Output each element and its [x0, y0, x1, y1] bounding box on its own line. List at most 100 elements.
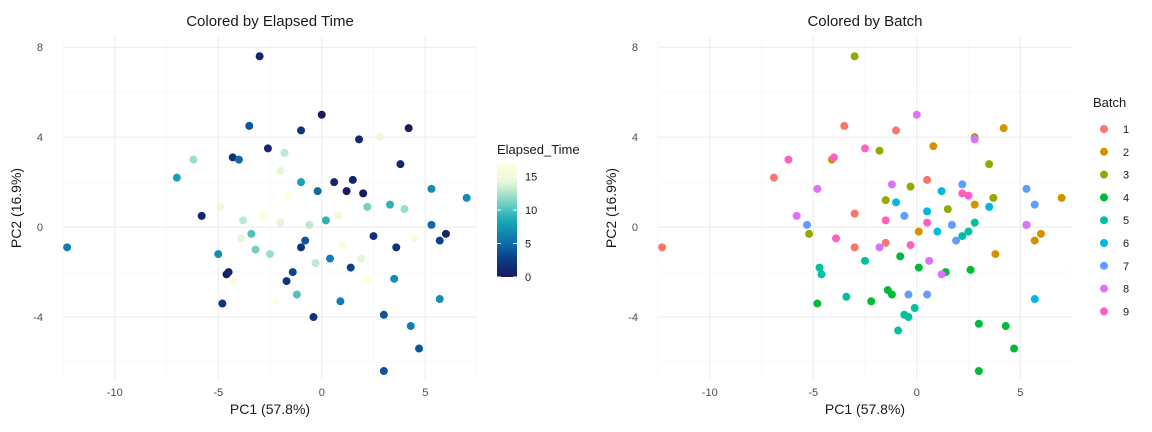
- legend-item: 7: [1100, 261, 1129, 273]
- data-point: [912, 110, 921, 119]
- data-point: [255, 52, 264, 61]
- data-points: [658, 52, 1066, 376]
- data-point: [803, 220, 812, 229]
- y-axis-title: PC2 (16.9%): [8, 168, 24, 248]
- data-point: [887, 180, 896, 189]
- x-tick-label: 5: [1017, 387, 1023, 399]
- data-point: [1022, 184, 1031, 193]
- data-point: [906, 182, 915, 191]
- data-point: [1010, 344, 1019, 353]
- data-point: [840, 121, 849, 130]
- y-tick-label: 4: [37, 132, 43, 144]
- data-point: [359, 189, 368, 198]
- data-point: [1001, 322, 1010, 331]
- legend: Elapsed_Time 0 5 10 15: [497, 142, 580, 284]
- legend-item: 6: [1100, 238, 1129, 250]
- data-point: [297, 178, 306, 187]
- data-point: [896, 252, 905, 261]
- data-point: [947, 220, 956, 229]
- data-point: [881, 238, 890, 247]
- data-point: [829, 153, 838, 162]
- data-point: [346, 263, 355, 272]
- data-point: [336, 297, 345, 306]
- legend-label: 5: [1123, 215, 1129, 227]
- data-point: [832, 234, 841, 243]
- data-point: [214, 250, 223, 259]
- legend-label: 2: [1123, 147, 1129, 159]
- data-point: [861, 256, 869, 265]
- data-point: [292, 290, 301, 299]
- y-tick-label: -4: [628, 312, 638, 324]
- colorbar: [497, 163, 517, 277]
- data-point: [404, 124, 413, 133]
- data-point: [410, 234, 419, 243]
- data-point: [842, 292, 851, 301]
- data-point: [875, 146, 884, 155]
- data-point: [933, 227, 942, 236]
- data-point: [390, 274, 399, 283]
- data-point: [228, 153, 237, 162]
- chart-title: Colored by Batch: [807, 13, 922, 30]
- x-tick-label: 0: [319, 387, 325, 399]
- data-point: [342, 187, 351, 196]
- data-point: [883, 286, 892, 295]
- data-point: [970, 135, 979, 144]
- x-tick-label: -10: [702, 387, 718, 399]
- data-point: [958, 189, 967, 198]
- legend-title: Batch: [1093, 95, 1126, 110]
- elapsed-time-panel: -10 -5 0 5 -4 0 4 8 Colored by Elapsed Time PC1 (…: [8, 13, 580, 417]
- legend-label: 6: [1123, 238, 1129, 250]
- data-point: [937, 187, 946, 196]
- chart-title: Colored by Elapsed Time: [186, 13, 354, 30]
- data-point: [276, 166, 285, 175]
- data-point: [234, 155, 243, 164]
- data-point: [805, 229, 814, 238]
- y-tick-label: 8: [37, 42, 43, 54]
- legend-item: 3: [1100, 170, 1129, 182]
- y-tick-label: 8: [632, 42, 638, 54]
- data-point: [850, 52, 859, 61]
- data-point: [974, 319, 983, 328]
- data-point: [1022, 220, 1031, 229]
- data-point: [966, 265, 975, 274]
- data-point: [379, 310, 388, 319]
- data-point: [970, 200, 979, 209]
- legend-item: 9: [1100, 306, 1129, 318]
- data-point: [245, 121, 254, 130]
- data-point: [784, 155, 793, 164]
- data-point: [914, 227, 923, 236]
- data-point: [923, 207, 932, 216]
- data-point: [970, 218, 979, 227]
- data-point: [435, 295, 444, 304]
- data-point: [379, 367, 388, 376]
- data-point: [276, 218, 285, 227]
- data-point: [415, 344, 424, 353]
- data-point: [894, 326, 903, 335]
- legend-item: 4: [1100, 192, 1129, 204]
- y-tick-label: 0: [632, 222, 638, 234]
- data-point: [462, 193, 471, 202]
- data-point: [400, 205, 409, 214]
- data-point: [259, 211, 268, 220]
- data-point: [334, 211, 343, 220]
- data-point: [923, 290, 932, 299]
- colorbar-tick-label: 0: [525, 272, 531, 284]
- legend-item: 5: [1100, 215, 1129, 227]
- colorbar-tick-label: 5: [525, 238, 531, 250]
- data-point: [999, 124, 1008, 133]
- data-point: [263, 144, 272, 153]
- legend-label: 7: [1123, 261, 1129, 273]
- data-point: [363, 274, 372, 283]
- data-point: [817, 270, 826, 279]
- data-point: [282, 277, 291, 286]
- data-point: [284, 191, 293, 200]
- data-point: [392, 243, 401, 252]
- data-point: [396, 160, 405, 169]
- plot-grid: [657, 36, 1073, 380]
- data-point: [904, 290, 913, 299]
- data-point: [317, 110, 326, 119]
- legend-label: 3: [1123, 170, 1129, 182]
- data-point: [861, 144, 869, 153]
- legend-item: 1: [1100, 124, 1129, 136]
